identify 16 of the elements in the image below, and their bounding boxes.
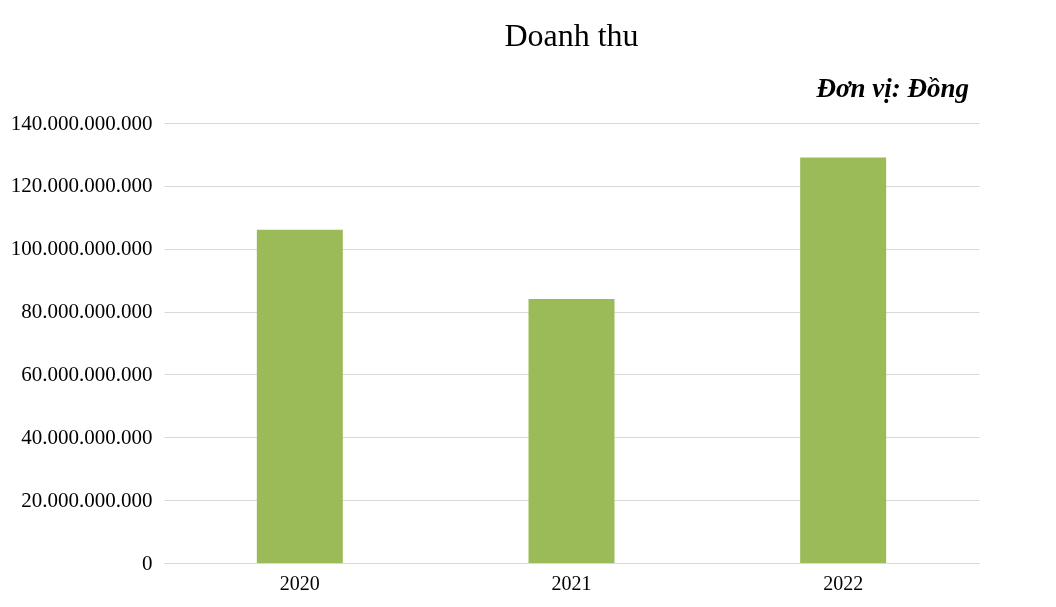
x-tick-label: 2020 <box>279 571 320 594</box>
y-tick-label: 40.000.000.000 <box>21 424 153 449</box>
y-tick-label: 0 <box>142 550 153 575</box>
y-tick-label: 140.000.000.000 <box>10 110 153 135</box>
bar <box>528 299 615 563</box>
x-tick-label: 2021 <box>551 571 592 594</box>
text: Đơn vị: Đồng <box>815 73 969 103</box>
chart-title: Doanh thu <box>504 17 639 53</box>
y-tick-label: 120.000.000.000 <box>10 173 153 198</box>
y-tick-label: 80.000.000.000 <box>21 299 153 324</box>
x-tick-label: 2022 <box>823 571 864 594</box>
bar <box>256 229 343 563</box>
y-tick-label: 100.000.000.000 <box>10 236 153 261</box>
bar <box>800 157 887 563</box>
y-tick-label: 20.000.000.000 <box>21 487 153 512</box>
y-tick-label: 60.000.000.000 <box>21 361 153 386</box>
